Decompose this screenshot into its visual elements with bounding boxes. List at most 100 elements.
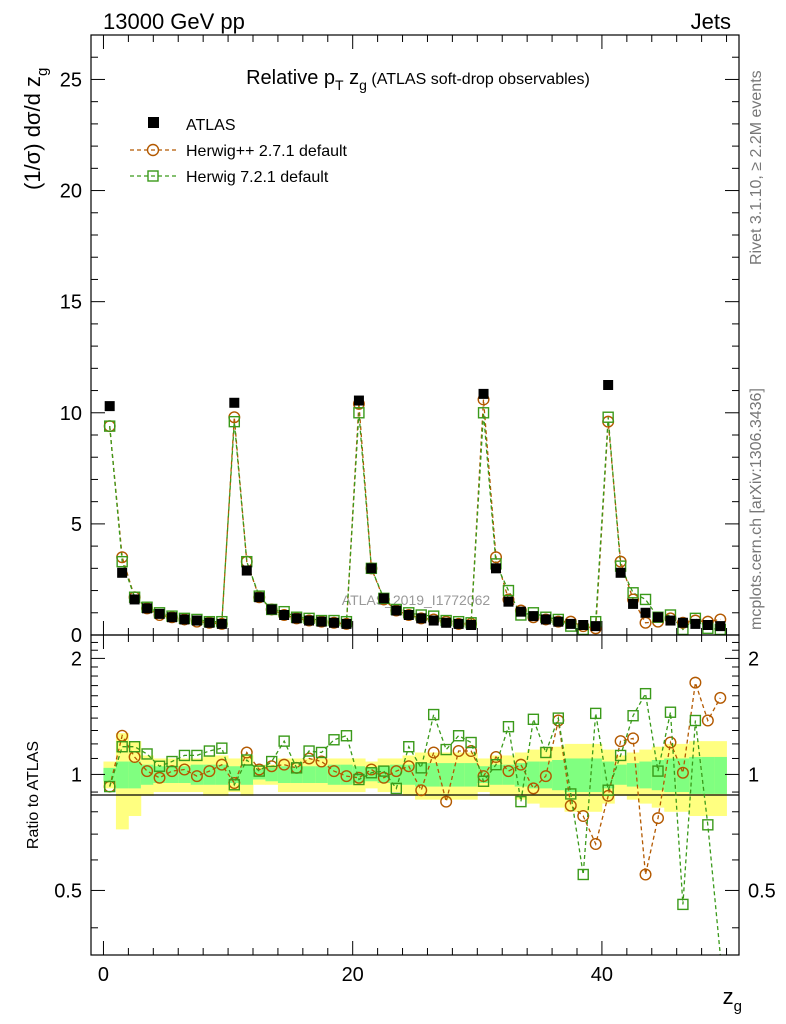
ratio-band-inner (427, 763, 441, 787)
ratio-y-tick-label: 0.5 (54, 880, 82, 902)
ratio-point-herwig7 (278, 735, 290, 747)
ratio-point-herwig7 (527, 713, 540, 725)
ratio-point-herwigpp (315, 755, 328, 768)
main-point-atlas (254, 592, 265, 603)
main-point-herwig7 (477, 407, 490, 419)
main-point-atlas (391, 605, 402, 616)
ratio-point-herwigpp (415, 784, 428, 797)
ratio-point-herwig7 (490, 758, 502, 771)
ratio-point-herwig7 (403, 741, 415, 753)
main-point-atlas (129, 594, 140, 605)
main-point-atlas (553, 616, 564, 627)
ratio-point-herwigpp (714, 691, 727, 704)
ratio-point-herwig7 (265, 755, 278, 768)
ratio-point-herwig7 (203, 745, 216, 757)
ratio-point-herwigpp (240, 746, 253, 759)
main-point-atlas (540, 614, 551, 625)
legend-atlas-marker (148, 117, 159, 128)
ratio-band-inner (115, 761, 129, 789)
ratio-point-herwigpp (676, 766, 689, 779)
ratio-point-herwigpp (564, 799, 577, 812)
ratio-band-inner (676, 758, 690, 793)
ratio-band-inner (689, 756, 703, 794)
main-point-atlas (565, 618, 576, 629)
main-y-tick-label: 5 (71, 514, 82, 536)
ratio-point-herwigpp (527, 782, 540, 795)
ratio-band-inner (714, 756, 727, 794)
main-point-atlas (702, 620, 713, 630)
main-point-atlas (378, 593, 389, 604)
ratio-point-herwig7 (452, 730, 465, 742)
ratio-band-inner (277, 766, 291, 784)
ratio-plot-frame (90, 634, 740, 956)
ratio-point-herwig7 (116, 741, 128, 753)
ratio-band-inner (626, 763, 640, 787)
ratio-band-inner (327, 764, 341, 785)
ratio-point-herwig7 (241, 754, 253, 766)
main-point-atlas (191, 615, 202, 626)
main-point-atlas (690, 618, 701, 629)
ratio-y-tick-label-right: 2 (748, 648, 759, 670)
ratio-point-herwig7 (191, 749, 203, 762)
x-tick-label: 20 (342, 964, 364, 986)
main-point-atlas (515, 606, 526, 617)
main-axis-ticks: 0 5 10 15 20 25 (60, 34, 739, 647)
ratio-point-herwig7 (128, 741, 141, 753)
ratio-point-herwigpp (589, 837, 602, 850)
main-point-atlas (279, 610, 290, 620)
x-tick-label: 0 (98, 964, 109, 986)
main-point-atlas (603, 380, 614, 390)
header-process-label: Jets (691, 9, 731, 34)
main-y-axis-label: (1/σ) dσ/d zg (20, 68, 51, 190)
main-point-atlas (366, 563, 377, 574)
ratio-band-inner (203, 764, 217, 785)
ratio-point-herwig7 (677, 898, 689, 911)
ratio-point-herwig7 (178, 749, 191, 762)
ratio-point-herwigpp (465, 745, 478, 758)
main-point-atlas (466, 620, 477, 630)
ratio-point-herwig7 (614, 749, 627, 762)
ratio-band-inner (527, 761, 541, 789)
ratio-point-herwigpp (652, 812, 665, 825)
ratio-band-inner (552, 759, 565, 791)
main-point-atlas (665, 615, 676, 626)
ratio-point-herwig7 (315, 746, 328, 759)
ratio-point-herwigpp (328, 765, 341, 778)
ratio-point-herwigpp (165, 765, 178, 778)
ratio-point-herwigpp (390, 765, 403, 778)
ratio-point-herwigpp (577, 810, 590, 823)
ratio-band-inner (377, 766, 391, 784)
main-point-herwig7 (228, 415, 241, 428)
ratio-band-inner (589, 758, 603, 793)
main-point-atlas (291, 613, 302, 624)
main-point-atlas (241, 565, 252, 576)
analysis-watermark: ATLAS_2019_I1772062 (342, 592, 491, 608)
ratio-point-herwigpp (278, 758, 291, 771)
main-point-atlas (204, 617, 215, 628)
main-point-atlas (403, 610, 414, 620)
ratio-band-inner (140, 764, 154, 785)
ratio-point-herwig7 (103, 780, 116, 793)
ratio-point-herwigpp (502, 765, 515, 778)
ratio-point-herwig7 (328, 734, 340, 746)
main-point-atlas (615, 567, 626, 578)
ratio-point-herwig7 (565, 788, 577, 800)
ratio-point-herwigpp (427, 746, 440, 759)
main-point-atlas (229, 397, 240, 408)
main-point-atlas (316, 616, 327, 627)
ratio-band-inner (452, 763, 466, 787)
ratio-point-herwig7 (216, 742, 228, 754)
ratio-band-inner (302, 766, 316, 784)
main-point-atlas (329, 617, 339, 628)
main-point-atlas (154, 608, 165, 619)
ratio-point-herwigpp (689, 676, 702, 689)
ratio-axis-ticks: 0.5 0.51 12 20 20 40 (54, 635, 776, 986)
main-point-atlas (578, 620, 589, 630)
main-point-atlas (266, 604, 277, 615)
legend-herwigpp-marker (146, 143, 160, 157)
ratio-y-tick-label-right: 0.5 (748, 880, 776, 902)
ratio-point-herwig7 (141, 748, 153, 760)
ratio-point-herwig7 (664, 706, 677, 718)
main-point-herwig7 (103, 420, 116, 432)
